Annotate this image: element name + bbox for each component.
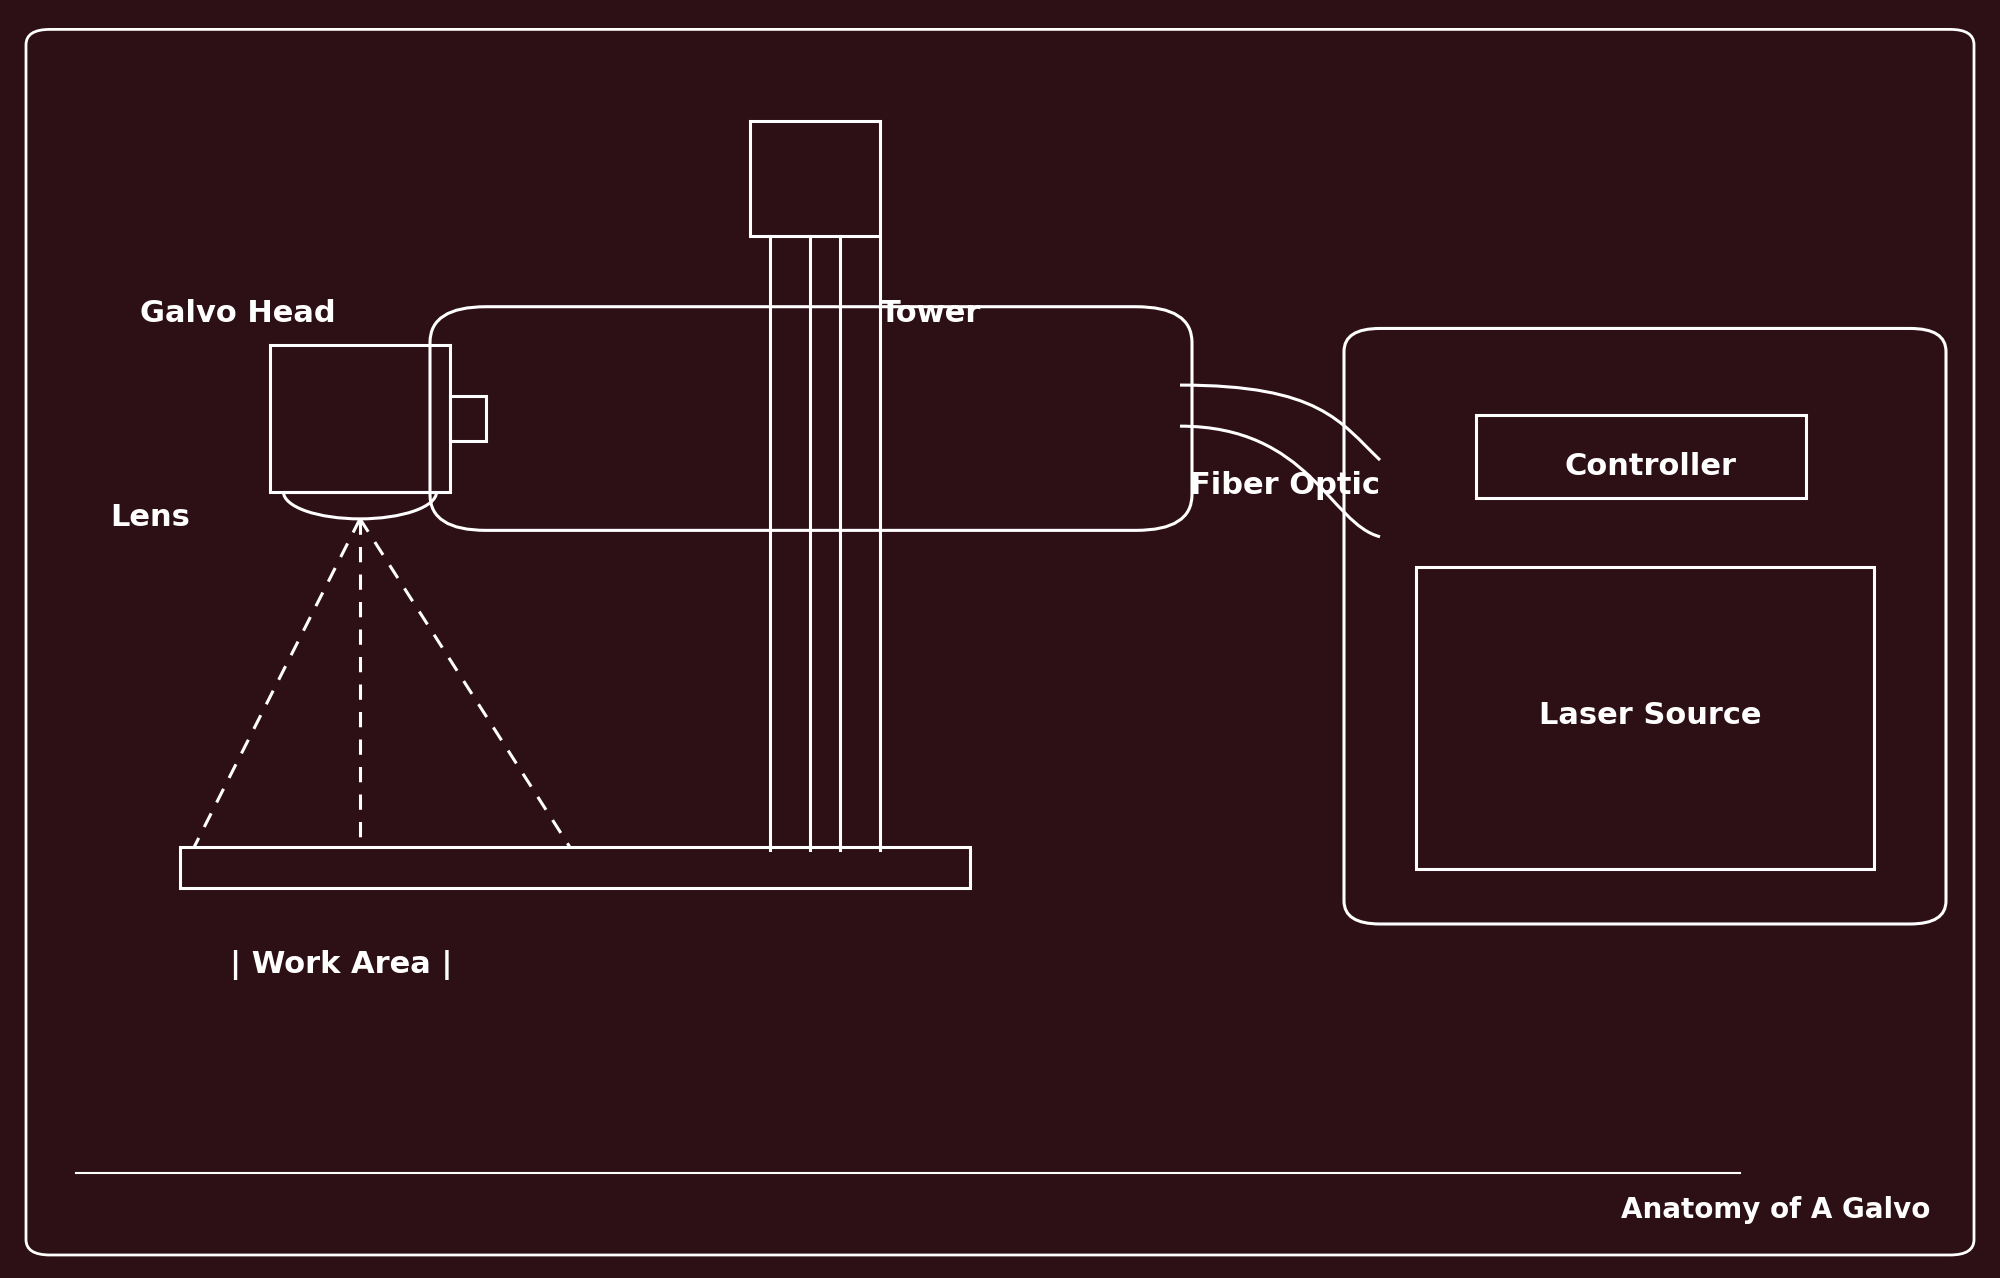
Text: Galvo Head: Galvo Head: [140, 299, 336, 327]
Bar: [1476, 415, 1806, 498]
Text: Laser Source: Laser Source: [1538, 702, 1762, 730]
Text: Fiber Optic: Fiber Optic: [1190, 472, 1380, 500]
Bar: [1416, 567, 1874, 869]
Text: Tower: Tower: [880, 299, 982, 327]
Bar: [450, 396, 486, 441]
Text: Controller: Controller: [1564, 452, 1736, 481]
Bar: [180, 847, 970, 888]
Bar: [270, 345, 450, 492]
Text: | Work Area |: | Work Area |: [230, 950, 452, 980]
Text: Anatomy of A Galvo: Anatomy of A Galvo: [1620, 1196, 1930, 1224]
Text: Lens: Lens: [110, 504, 190, 532]
Bar: [750, 121, 880, 236]
